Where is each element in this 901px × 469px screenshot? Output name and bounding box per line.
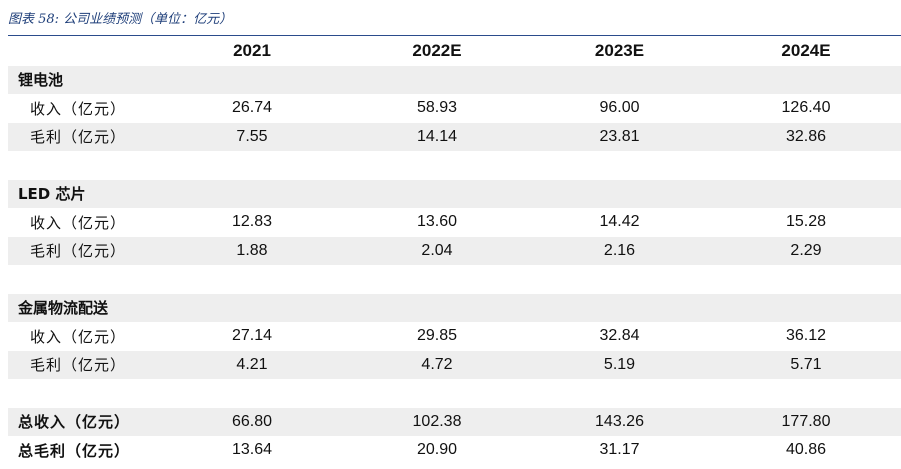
table-cell: 13.64 [231,441,273,459]
table-cell: 40.86 [785,441,827,459]
spacer-cell [8,265,901,294]
header-cell: 2024E [781,41,831,61]
header-cell: 2021 [233,41,271,61]
table-cell: 12.83 [231,213,273,231]
table-cell: 27.14 [231,327,273,345]
header-row: 2021 2022E 2023E 2024E [8,37,901,66]
section-title: LED 芯片 [8,179,901,208]
section-title: 金属物流配送 [8,293,901,322]
table-cell: 96.00 [599,99,640,117]
table-cell: 102.38 [346,407,528,436]
table-cell: 2.04 [346,236,528,265]
header-cell [8,37,158,66]
table-cell: 31.17 [599,441,640,459]
table-row: 毛利（亿元） 7.55 14.14 23.81 32.86 [8,122,901,151]
table-cell: 4.21 [158,350,346,379]
spacer-row [8,379,901,408]
section-header-row: 金属物流配送 [8,293,901,322]
table-cell: 177.80 [711,407,901,436]
header-cell: 2022E [412,41,462,61]
table-cell: 23.81 [528,122,711,151]
table-row: 收入（亿元） 12.83 13.60 14.42 15.28 [8,208,901,237]
table-cell: 32.84 [599,327,640,345]
caption-rule [8,35,901,36]
table-cell: 14.42 [599,213,640,231]
header-cell: 2023E [594,41,645,61]
table-cell: 58.93 [416,99,458,117]
section-header-row: LED 芯片 [8,179,901,208]
section-title: 锂电池 [8,65,901,94]
table-cell: 26.74 [231,99,273,117]
total-label: 总毛利（亿元） [18,441,131,460]
row-label: 毛利（亿元） [8,122,158,151]
table-cell: 29.85 [416,327,458,345]
table-cell: 4.72 [346,350,528,379]
table-row: 收入（亿元） 27.14 29.85 32.84 36.12 [8,322,901,351]
table-cell: 126.40 [781,99,831,117]
table-row: 毛利（亿元） 1.88 2.04 2.16 2.29 [8,236,901,265]
row-label: 收入（亿元） [30,99,127,118]
table-cell: 1.88 [158,236,346,265]
table-cell: 2.29 [711,236,901,265]
spacer-cell [8,379,901,408]
spacer-row [8,265,901,294]
table-cell: 5.19 [528,350,711,379]
table-row: 毛利（亿元） 4.21 4.72 5.19 5.71 [8,350,901,379]
row-label: 收入（亿元） [30,213,127,232]
table-cell: 15.28 [785,213,827,231]
table-cell: 5.71 [711,350,901,379]
table-cell: 66.80 [158,407,346,436]
spacer-cell [8,151,901,180]
forecast-table: 2021 2022E 2023E 2024E 锂电池 收入（亿元） 26.74 … [8,37,901,465]
total-row: 总收入（亿元） 66.80 102.38 143.26 177.80 [8,407,901,436]
section-header-row: 锂电池 [8,65,901,94]
table-cell: 14.14 [346,122,528,151]
total-label: 总收入（亿元） [8,407,158,436]
table-cell: 32.86 [711,122,901,151]
row-label: 收入（亿元） [30,327,127,346]
table-cell: 36.12 [785,327,827,345]
table-cell: 143.26 [528,407,711,436]
row-label: 毛利（亿元） [8,350,158,379]
table-cell: 7.55 [158,122,346,151]
spacer-row [8,151,901,180]
table-row: 收入（亿元） 26.74 58.93 96.00 126.40 [8,94,901,123]
total-row: 总毛利（亿元） 13.64 20.90 31.17 40.86 [8,436,901,465]
table-cell: 20.90 [416,441,458,459]
table-caption: 图表 58: 公司业绩预测（单位：亿元） [8,12,233,27]
table-cell: 2.16 [528,236,711,265]
row-label: 毛利（亿元） [8,236,158,265]
table-cell: 13.60 [416,213,458,231]
